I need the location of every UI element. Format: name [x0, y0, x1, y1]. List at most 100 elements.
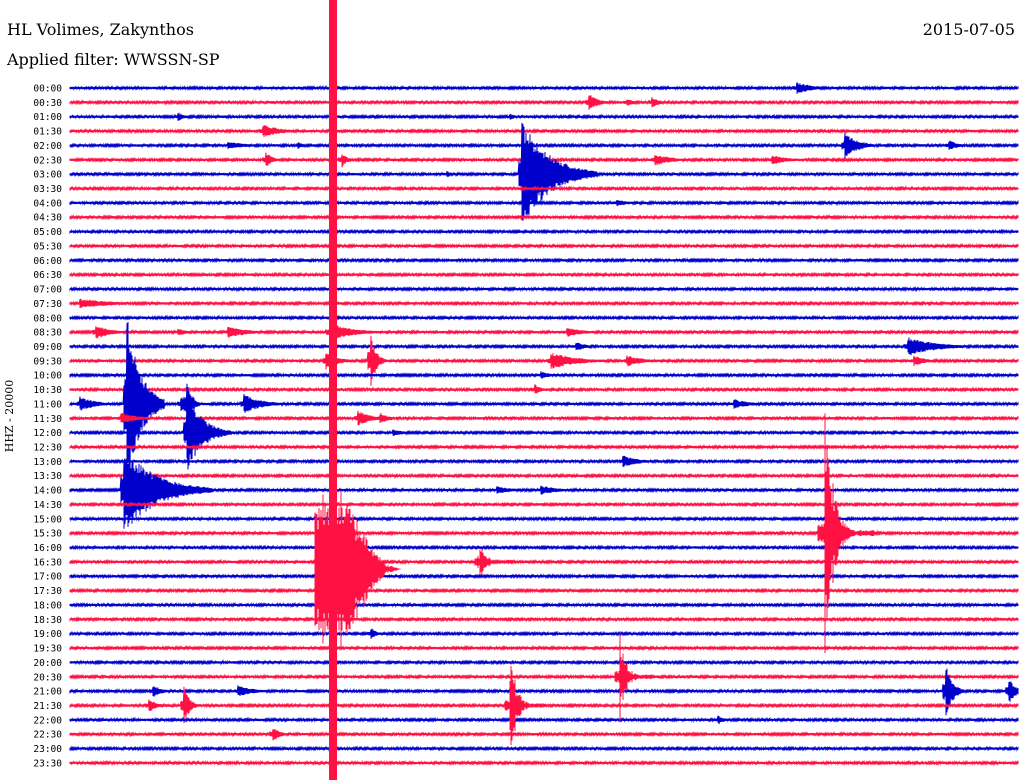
trace-line [69, 271, 1019, 278]
row-label: 17:30 [33, 586, 62, 597]
row-label: 19:00 [33, 629, 62, 640]
row-label: 07:00 [33, 285, 62, 296]
row-label: 03:30 [33, 184, 62, 195]
row-label: 10:30 [33, 385, 62, 396]
row-label: 20:00 [33, 658, 62, 669]
trace-line [69, 314, 1019, 321]
row-label: 01:00 [33, 112, 62, 123]
trace-line [69, 298, 1019, 309]
trace-line [69, 558, 1019, 566]
row-label: 08:30 [33, 328, 62, 339]
row-label: 23:00 [33, 744, 62, 755]
row-label: 18:30 [33, 615, 62, 626]
row-label: 12:00 [33, 428, 62, 439]
row-label: 17:00 [33, 572, 62, 583]
row-label: 00:30 [33, 98, 62, 109]
trace-line [69, 584, 1019, 598]
trace-line [69, 125, 1019, 138]
trace-line [69, 759, 1019, 767]
row-label: 21:30 [33, 701, 62, 712]
row-label: 10:00 [33, 371, 62, 382]
saturated-trace-band [329, 0, 337, 780]
trace-line [69, 324, 1019, 340]
trace-line [69, 728, 1019, 741]
row-label: 02:00 [33, 141, 62, 152]
trace-line [69, 443, 1019, 451]
trace-line [69, 122, 1019, 221]
major-event-burst [314, 483, 402, 655]
row-label: 23:30 [33, 758, 62, 769]
trace-line [69, 384, 1019, 394]
trace-line [69, 616, 1019, 623]
station-title: HL Volimes, Zakynthos [7, 20, 194, 39]
trace-line [69, 335, 1019, 386]
trace-line [69, 185, 1019, 192]
row-label: 01:30 [33, 127, 62, 138]
row-label: 11:30 [33, 414, 62, 425]
row-label: 15:00 [33, 514, 62, 525]
row-label: 05:30 [33, 241, 62, 252]
row-label: 16:00 [33, 543, 62, 554]
date-label: 2015-07-05 [922, 20, 1015, 39]
trace-line [69, 659, 1019, 666]
trace-line [69, 628, 1019, 639]
row-label: 09:00 [33, 342, 62, 353]
row-label: 20:30 [33, 672, 62, 683]
trace-line [69, 321, 1019, 478]
trace-line [69, 673, 1019, 680]
filter-label: Applied filter: WWSSN-SP [7, 50, 220, 69]
event-burst [504, 666, 546, 745]
row-label: 13:00 [33, 457, 62, 468]
trace-line [69, 501, 1019, 508]
trace-line [69, 515, 1019, 522]
trace-line [69, 601, 1019, 609]
row-label: 04:00 [33, 198, 62, 209]
event-burst-1530 [817, 413, 881, 653]
row-label: 09:30 [33, 356, 62, 367]
trace-line [69, 668, 1019, 716]
trace-line [69, 644, 1019, 652]
trace-line [69, 573, 1019, 580]
row-label: 13:30 [33, 471, 62, 482]
row-label: 06:30 [33, 270, 62, 281]
row-label: 06:00 [33, 256, 62, 267]
trace-line [69, 398, 1019, 470]
row-label: 07:30 [33, 299, 62, 310]
trace-line [69, 371, 1019, 379]
event-burst [614, 632, 656, 721]
event-burst [474, 548, 516, 576]
row-label: 02:30 [33, 155, 62, 166]
trace-line [69, 95, 1019, 110]
row-label: 22:00 [33, 715, 62, 726]
trace-line [69, 285, 1019, 293]
row-label: 03:00 [33, 170, 62, 181]
row-label: 19:30 [33, 644, 62, 655]
row-label: 21:00 [33, 687, 62, 698]
trace-line [69, 257, 1019, 264]
trace-line [69, 544, 1019, 551]
row-label: 15:30 [33, 529, 62, 540]
trace-line [69, 745, 1019, 752]
row-label: 14:00 [33, 486, 62, 497]
row-label: 16:30 [33, 557, 62, 568]
row-label: 00:00 [33, 84, 62, 95]
trace-line [69, 214, 1019, 221]
trace-line [69, 132, 1019, 159]
row-label: 14:30 [33, 500, 62, 511]
trace-group [69, 0, 1019, 780]
trace-line [69, 454, 1019, 529]
trace-line [69, 455, 1019, 467]
trace-line [69, 410, 1019, 426]
trace-line [69, 715, 1019, 725]
trace-line [69, 472, 1019, 479]
row-label: 22:30 [33, 730, 62, 741]
trace-line [69, 112, 1019, 121]
row-label: 05:00 [33, 227, 62, 238]
trace-line [69, 228, 1019, 235]
row-label: 11:00 [33, 399, 62, 410]
trace-line [69, 242, 1019, 250]
trace-line [69, 199, 1019, 206]
row-label: 04:30 [33, 213, 62, 224]
trace-line [69, 82, 1019, 94]
